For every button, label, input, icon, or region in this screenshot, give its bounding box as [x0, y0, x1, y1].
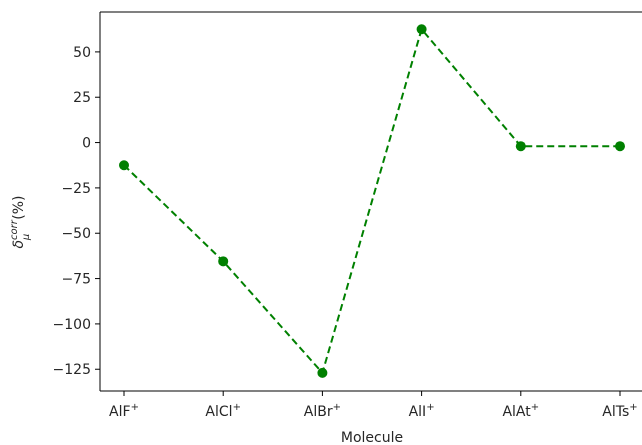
x-tick-label: AlAt+ [502, 402, 539, 420]
y-axis-label: δcorrμ(%) [9, 195, 32, 248]
data-series [119, 24, 625, 378]
plot-frame [99, 11, 642, 392]
x-tick-label: AlBr+ [304, 402, 341, 420]
x-axis: AlF+ AlCl+ AlBr+ AlI+ AlAt+ AlTs+ [109, 391, 638, 420]
y-tick-label: −25 [61, 181, 91, 197]
x-tick-label: AlI+ [409, 402, 435, 420]
y-axis: 50 25 0 −25 −50 −75 −100 −125 [53, 45, 100, 378]
data-point [615, 141, 625, 152]
y-tick-label: 25 [73, 90, 91, 106]
y-tick-label: −75 [61, 272, 91, 288]
data-point [317, 367, 328, 378]
y-tick-label: −125 [53, 362, 91, 378]
y-tick-label: 0 [82, 136, 91, 152]
y-tick-label: −100 [53, 317, 91, 333]
x-tick-label: AlF+ [109, 402, 139, 420]
data-point [515, 141, 526, 152]
y-tick-label: −50 [61, 226, 91, 242]
data-point [119, 160, 129, 171]
x-axis-label: Molecule [341, 430, 403, 445]
data-point [416, 24, 427, 35]
y-tick-label: 50 [73, 45, 91, 61]
series-line [123, 27, 620, 375]
data-point [218, 256, 229, 267]
x-tick-label: AlTs+ [602, 402, 637, 420]
x-tick-label: AlCl+ [205, 402, 241, 420]
